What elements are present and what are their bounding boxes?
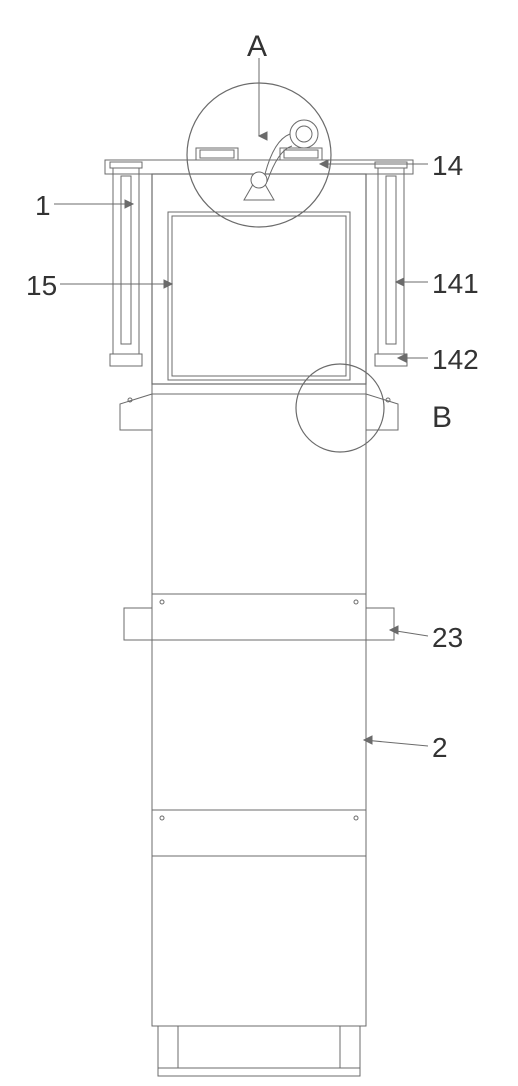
callout-141: 141 [432, 270, 479, 298]
callout-1: 1 [35, 192, 51, 220]
callout-B: B [432, 403, 452, 433]
callout-14: 14 [432, 152, 463, 180]
callout-23: 23 [432, 624, 463, 652]
callout-142: 142 [432, 346, 479, 374]
callout-A: A [247, 32, 267, 62]
callout-15: 15 [26, 272, 57, 300]
callout-2: 2 [432, 734, 448, 762]
